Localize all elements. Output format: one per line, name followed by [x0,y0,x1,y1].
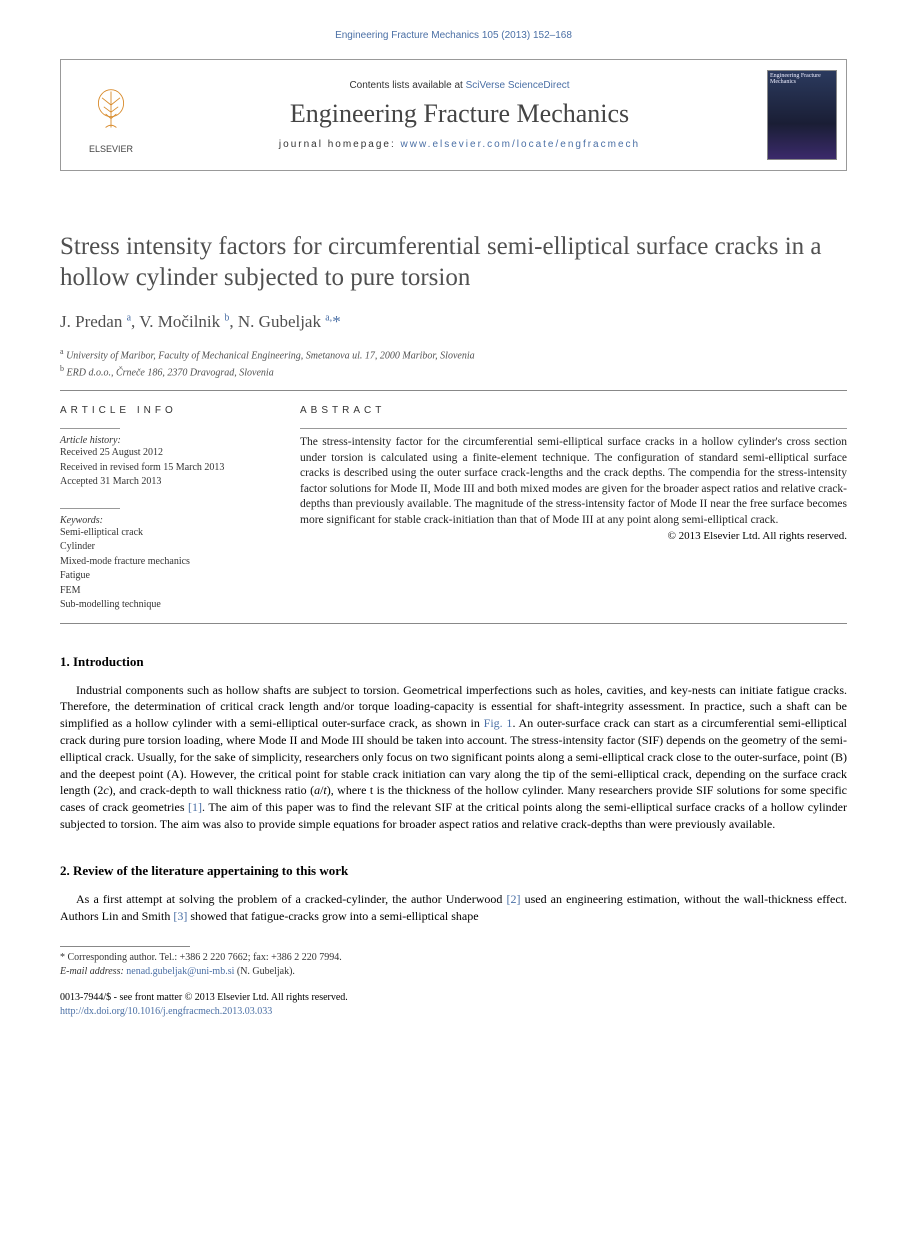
authors: J. Predan a, V. Močilnik b, N. Gubeljak … [60,312,847,332]
journal-citation: Engineering Fracture Mechanics 105 (2013… [60,30,847,41]
publisher-logo-block: ELSEVIER [61,60,161,170]
article-info-column: ARTICLE INFO Article history: Received 2… [60,405,270,613]
article-title: Stress intensity factors for circumferen… [60,231,847,294]
email-link[interactable]: nenad.gubeljak@uni-mb.si [126,966,234,977]
history-lines: Received 25 August 2012Received in revis… [60,446,270,490]
abstract-copyright: © 2013 Elsevier Ltd. All rights reserved… [300,530,847,542]
sciencedirect-link[interactable]: SciVerse ScienceDirect [466,80,570,91]
corresponding-author: * Corresponding author. Tel.: +386 2 220… [60,951,847,965]
homepage-label: journal homepage: [279,139,401,150]
cover-title: Engineering Fracture Mechanics [770,73,834,85]
keywords-list: Semi-elliptical crackCylinderMixed-mode … [60,526,270,613]
email-suffix: (N. Gubeljak). [234,966,295,977]
contents-prefix: Contents lists available at [349,80,465,91]
body-paragraph: As a first attempt at solving the proble… [60,891,847,925]
masthead: ELSEVIER Contents lists available at Sci… [60,59,847,171]
email-line: E-mail address: nenad.gubeljak@uni-mb.si… [60,965,847,979]
abstract-column: ABSTRACT The stress-intensity factor for… [300,405,847,613]
abstract-text: The stress-intensity factor for the circ… [300,435,847,528]
divider [60,390,847,391]
journal-name: Engineering Fracture Mechanics [290,99,629,129]
ref-link[interactable]: [3] [173,909,187,923]
keywords-label: Keywords: [60,515,270,526]
ref-link[interactable]: [1] [188,800,202,814]
divider [60,508,120,509]
ref-link[interactable]: [2] [506,892,520,906]
journal-cover-thumb: Engineering Fracture Mechanics [758,60,846,170]
article-info-head: ARTICLE INFO [60,405,270,416]
divider [60,623,847,624]
abstract-head: ABSTRACT [300,405,847,416]
homepage-link[interactable]: www.elsevier.com/locate/engfracmech [401,139,641,150]
affiliations: a University of Maribor, Faculty of Mech… [60,346,847,381]
journal-homepage: journal homepage: www.elsevier.com/locat… [279,139,640,150]
section-head: 2. Review of the literature appertaining… [60,863,847,879]
publisher-name: ELSEVIER [89,144,133,154]
history-label: Article history: [60,435,270,446]
divider [60,428,120,429]
divider [300,428,847,429]
doi-link[interactable]: http://dx.doi.org/10.1016/j.engfracmech.… [60,1006,272,1017]
issn-line: 0013-7944/$ - see front matter © 2013 El… [60,991,847,1005]
fig-link[interactable]: Fig. 1 [484,716,513,730]
elsevier-tree-icon [81,77,141,142]
contents-available: Contents lists available at SciVerse Sci… [349,80,569,91]
section-head: 1. Introduction [60,654,847,670]
body-paragraph: Industrial components such as hollow sha… [60,682,847,833]
email-label: E-mail address: [60,966,126,977]
footnote-rule [60,946,190,947]
